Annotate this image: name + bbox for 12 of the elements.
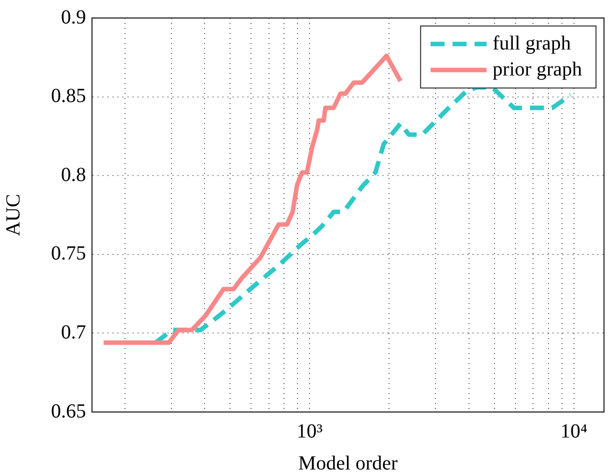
y-tick-label: 0.65: [51, 400, 86, 422]
legend-label: full graph: [492, 32, 571, 54]
y-tick-label: 0.7: [61, 321, 86, 344]
y-tick-label: 0.85: [51, 85, 86, 108]
y-axis-title: AUC: [2, 194, 24, 236]
x-axis-title: Model order: [298, 452, 398, 474]
y-tick-label: 0.9: [61, 6, 86, 28]
y-tick-label: 0.75: [51, 242, 86, 265]
x-tick-label: 10³: [296, 420, 323, 442]
x-tick-label: 10⁴: [560, 420, 588, 442]
y-tick-label: 0.8: [61, 164, 86, 186]
legend-label: prior graph: [492, 58, 582, 80]
